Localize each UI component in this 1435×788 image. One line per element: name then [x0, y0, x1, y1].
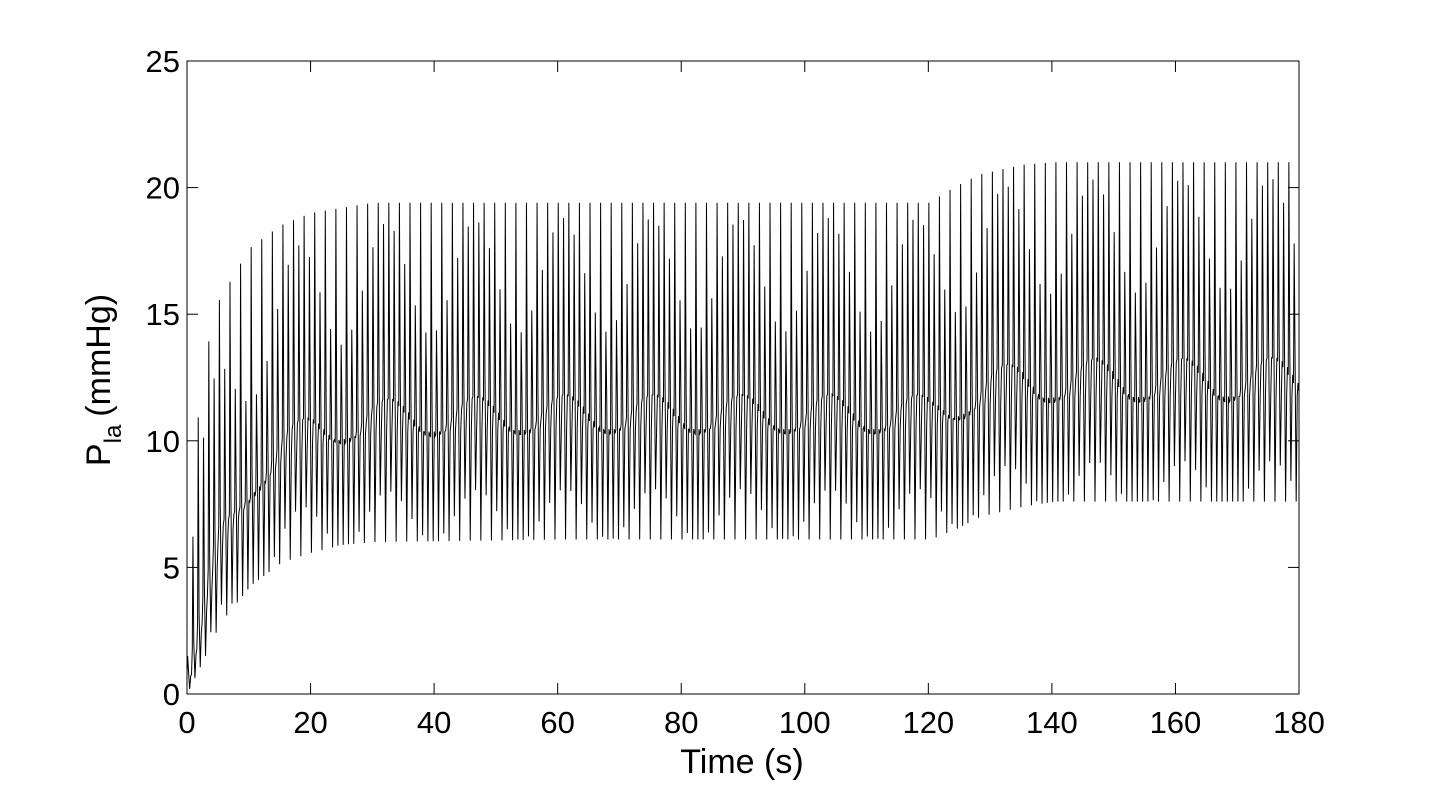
- y-tick-label: 5: [163, 550, 180, 585]
- x-tick-label: 180: [1273, 705, 1325, 740]
- pressure-trace-layer: [186, 162, 1300, 689]
- x-tick-label: 0: [178, 705, 195, 740]
- y-tick-label: 15: [146, 297, 180, 332]
- y-tick-label: 0: [163, 677, 180, 712]
- x-axis-label: Time (s): [680, 743, 803, 781]
- x-tick-label: 120: [902, 705, 954, 740]
- tick-layer: 0 20 40 60 80 100 120 140 160 180 0 5 10 15 20 25: [146, 44, 1325, 740]
- y-tick-label: 10: [146, 424, 180, 459]
- x-tick-label: 40: [417, 705, 451, 740]
- x-tick-label: 140: [1026, 705, 1078, 740]
- x-tick-label: 100: [779, 705, 831, 740]
- series-line: [186, 162, 1300, 689]
- y-tick-label: 20: [146, 171, 180, 206]
- x-tick-label: 80: [664, 705, 698, 740]
- y-tick-label: 25: [146, 44, 180, 79]
- x-tick-label: 160: [1150, 705, 1202, 740]
- y-axis-label-main: P: [80, 443, 118, 466]
- y-axis-label-subscript: la: [100, 424, 127, 443]
- y-axis-label-unit: (mmHg): [80, 294, 118, 417]
- x-tick-label: 60: [540, 705, 574, 740]
- x-tick-label: 20: [293, 705, 327, 740]
- plot-area-frame: [186, 60, 1300, 695]
- svg-text:Pla(mmHg): Pla (mmHg): [80, 294, 127, 466]
- y-axis-label: Pla (mmHg): [80, 294, 127, 466]
